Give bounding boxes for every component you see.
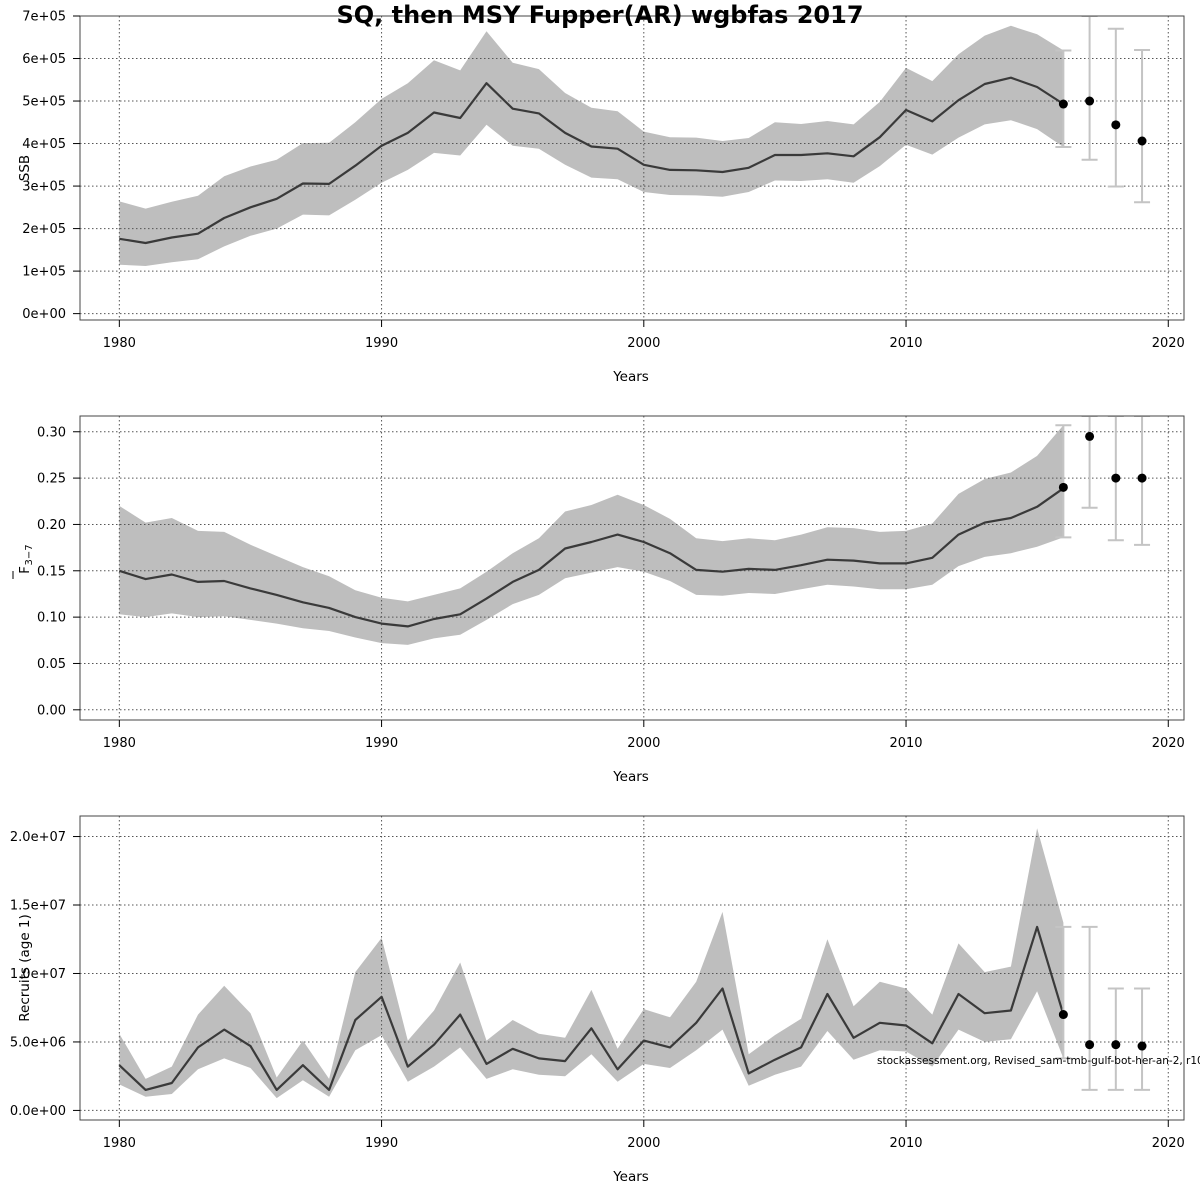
chart-panels: 1980 1990 2000 2010 2020 0e+00 1e+05 2e+05 3e+05… [10,10,1185,1186]
forecast-point [1111,1040,1121,1050]
confidence-band-recruits [119,828,1064,1099]
forecast-point [1111,120,1121,130]
x-tick-label: 2020 [1152,336,1185,351]
x-tick-label: 2010 [889,736,922,751]
x-axis-title: Years [612,769,649,785]
plot-frame [79,15,1185,321]
y-tick-label: 0.05 [37,657,66,672]
y-tick-label: 2.0e+07 [10,830,66,845]
x-tick-label: 2010 [889,1136,922,1151]
forecast-point [1085,431,1095,441]
y-tick-label: 0.10 [37,611,66,626]
forecast-point [1111,473,1121,483]
y-tick-label: 3e+05 [22,180,66,195]
x-tick-label: 2000 [627,736,660,751]
chart-title: SQ, then MSY Fupper(AR) wgbfas 2017 [336,1,864,29]
y-tick-label: 0.25 [37,472,66,487]
plot-area-recruits [80,816,1184,1120]
y-tick-label: 5.0e+06 [10,1035,66,1050]
forecast-point [1058,482,1068,492]
x-tick-label: 2000 [627,336,660,351]
credit-text: stockassessment.org, Revised_sam-tmb-gul… [877,1055,1200,1067]
y-tick-label: 1e+05 [22,265,66,280]
x-tick-label: 2020 [1152,736,1185,751]
y-tick-label: 0.15 [37,564,66,579]
x-tick-label: 1980 [103,1136,136,1151]
x-tick-label: 1980 [103,336,136,351]
y-axis-title: Recruits (age 1) [17,914,33,1022]
x-tick-label: 1990 [365,736,398,751]
x-axis-title: Years [612,369,649,385]
estimate-line-recruits [118,925,1065,1092]
forecast-point [1058,1010,1068,1020]
panel-recruits: 1980 1990 2000 2010 2020 0.0e+00 5.0e+06 1.0e+0… [10,815,1185,1185]
y-tick-label: 4e+05 [22,137,66,152]
y-axis-title-subscript: 3−7 [24,544,35,565]
forecast-point [1058,99,1068,109]
y-tick-label: 2e+05 [22,222,66,237]
y-tick-label: 7e+05 [22,10,66,25]
estimate-line-ssb [119,76,1064,245]
confidence-band-f [119,425,1064,645]
y-tick-label: 5e+05 [22,95,66,110]
x-tick-label: 2010 [889,336,922,351]
forecast-point [1137,1041,1147,1051]
y-tick-label: 0.00 [37,703,66,718]
x-axis-title: Years [612,1169,649,1185]
y-tick-label: 1.5e+07 [10,899,66,914]
plot-area-ssb [80,16,1184,320]
y-tick-label: 0.0e+00 [10,1104,66,1119]
panel-f: 1980 1990 2000 2010 2020 0.00 0.05 0.10 0.15 0.20… [12,415,1185,785]
y-tick-label: 6e+05 [22,52,66,67]
forecast-point [1085,1040,1095,1050]
y-tick-label: 1.0e+07 [10,967,66,982]
plot-frame [79,815,1185,1121]
forecast-point [1137,136,1147,146]
y-axis-title: F [17,566,33,574]
panel-ssb: 1980 1990 2000 2010 2020 0e+00 1e+05 2e+05 3e+05… [17,10,1185,386]
x-tick-label: 1980 [103,736,136,751]
y-axis-title: SSB [17,155,33,181]
y-tick-label: 0.30 [37,425,66,440]
x-tick-label: 2000 [627,1136,660,1151]
x-tick-label: 1990 [365,1136,398,1151]
estimate-line-f [118,487,1065,628]
forecast-point [1137,473,1147,483]
x-tick-label: 1990 [365,336,398,351]
x-tick-label: 2020 [1152,1136,1185,1151]
plot-frame [79,415,1185,721]
y-tick-label: 0.20 [37,518,66,533]
plot-area-f [80,416,1184,720]
forecast-point [1085,96,1095,106]
y-tick-label: 0e+00 [22,307,66,322]
